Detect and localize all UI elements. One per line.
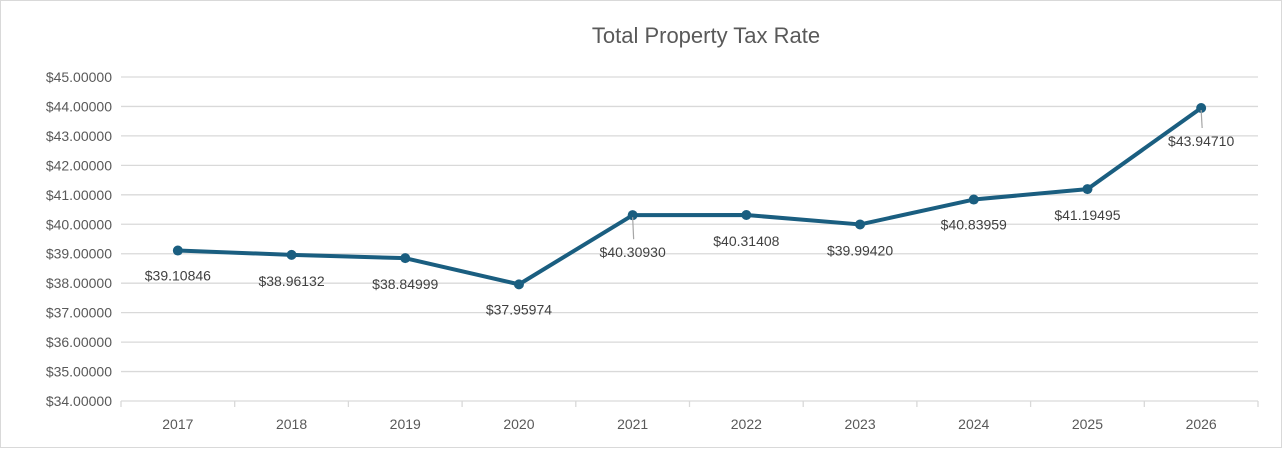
data-label: $38.96132 — [258, 273, 324, 289]
data-point — [627, 210, 638, 221]
data-point — [855, 219, 866, 230]
data-label: $43.94710 — [1168, 133, 1234, 149]
data-label: $40.30930 — [600, 244, 666, 260]
data-point — [1196, 103, 1207, 114]
x-tick-label: 2023 — [844, 416, 875, 432]
x-tick-label: 2026 — [1186, 416, 1217, 432]
y-tick-label: $38.00000 — [46, 275, 112, 291]
y-tick-label: $45.00000 — [46, 69, 112, 85]
y-tick-label: $44.00000 — [46, 98, 112, 114]
data-point — [1082, 184, 1093, 195]
x-tick-label: 2018 — [276, 416, 307, 432]
series-line — [177, 106, 1203, 287]
y-tick-label: $43.00000 — [46, 128, 112, 144]
y-tick-label: $41.00000 — [46, 187, 112, 203]
x-tick-label: 2024 — [958, 416, 989, 432]
leader-line — [632, 217, 635, 240]
data-label: $40.31408 — [713, 233, 779, 249]
data-label: $37.95974 — [486, 301, 552, 317]
y-tick-label: $39.00000 — [46, 246, 112, 262]
data-point — [286, 249, 297, 260]
data-point — [513, 279, 524, 290]
y-tick-label: $34.00000 — [46, 393, 112, 409]
x-tick-label: 2022 — [731, 416, 762, 432]
data-label: $39.99420 — [827, 242, 893, 258]
chart-title: Total Property Tax Rate — [592, 23, 820, 48]
y-tick-label: $35.00000 — [46, 364, 112, 380]
x-tick-label: 2025 — [1072, 416, 1103, 432]
y-tick-label: $36.00000 — [46, 334, 112, 350]
data-point — [968, 194, 979, 205]
y-tick-label: $40.00000 — [46, 216, 112, 232]
y-tick-label: $37.00000 — [46, 305, 112, 321]
data-label: $40.83959 — [941, 217, 1007, 233]
x-tick-label: 2019 — [390, 416, 421, 432]
x-tick-label: 2020 — [503, 416, 534, 432]
data-label: $41.19495 — [1054, 207, 1120, 223]
leader-line — [1200, 109, 1203, 129]
y-tick-label: $42.00000 — [46, 157, 112, 173]
data-point — [741, 210, 752, 221]
data-point — [400, 253, 411, 264]
x-tick-label: 2017 — [162, 416, 193, 432]
data-point — [172, 245, 183, 256]
data-label: $39.10846 — [145, 268, 211, 284]
data-label: $38.84999 — [372, 276, 438, 292]
x-tick-label: 2021 — [617, 416, 648, 432]
